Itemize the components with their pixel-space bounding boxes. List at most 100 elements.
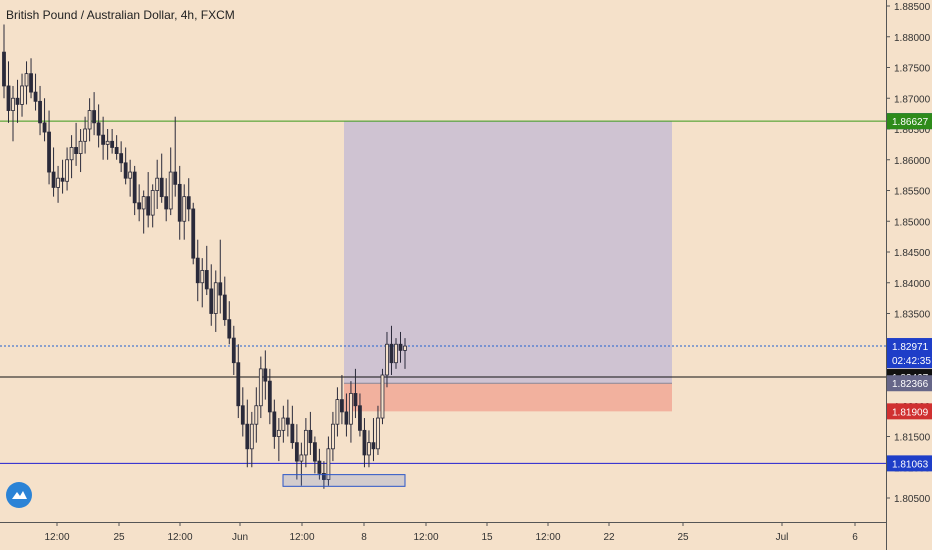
candle-body[interactable] bbox=[398, 343, 403, 351]
candle-body[interactable] bbox=[353, 393, 358, 407]
candle-body[interactable] bbox=[371, 442, 376, 450]
candle-body[interactable] bbox=[42, 122, 47, 133]
candle-body[interactable] bbox=[182, 196, 187, 222]
position-profit-zone[interactable] bbox=[344, 121, 672, 384]
candle-body[interactable] bbox=[218, 282, 223, 296]
candle-body[interactable] bbox=[6, 85, 11, 111]
tradingview-logo-icon[interactable] bbox=[6, 482, 32, 508]
candle-body[interactable] bbox=[299, 454, 304, 462]
candle-body[interactable] bbox=[101, 134, 106, 145]
candle-body[interactable] bbox=[2, 51, 6, 87]
candle-body[interactable] bbox=[177, 183, 182, 222]
candle-body[interactable] bbox=[56, 177, 60, 188]
candle-body[interactable] bbox=[60, 177, 65, 182]
candle-body[interactable] bbox=[123, 162, 128, 179]
price-label-box bbox=[887, 375, 932, 392]
candle-body[interactable] bbox=[281, 417, 286, 431]
position-loss-zone[interactable] bbox=[344, 383, 672, 412]
candle-body[interactable] bbox=[78, 140, 83, 155]
candle-body[interactable] bbox=[254, 405, 259, 425]
candle-body[interactable] bbox=[155, 177, 160, 191]
candle-body[interactable] bbox=[331, 423, 335, 450]
candle-body[interactable] bbox=[74, 147, 78, 154]
candle-body[interactable] bbox=[213, 282, 218, 314]
candle-body[interactable] bbox=[376, 417, 380, 450]
candle-body[interactable] bbox=[362, 429, 367, 456]
candle-body[interactable] bbox=[308, 429, 313, 444]
candle-body[interactable] bbox=[65, 159, 69, 182]
candle-body[interactable] bbox=[290, 423, 295, 444]
x-tick-label: 15 bbox=[481, 532, 493, 543]
candle-body[interactable] bbox=[200, 270, 205, 284]
candle-body[interactable] bbox=[51, 171, 56, 188]
candle-body[interactable] bbox=[114, 147, 119, 154]
candle-body[interactable] bbox=[119, 153, 124, 164]
candle-body[interactable] bbox=[335, 399, 340, 425]
candle-body[interactable] bbox=[141, 196, 146, 210]
candle-body[interactable] bbox=[367, 442, 371, 456]
candle-body[interactable] bbox=[47, 131, 51, 173]
y-tick-label: 1.88500 bbox=[894, 2, 931, 13]
candle-body[interactable] bbox=[231, 337, 236, 364]
candle-body[interactable] bbox=[191, 208, 196, 259]
candle-body[interactable] bbox=[321, 472, 326, 480]
candle-body[interactable] bbox=[29, 73, 33, 93]
candle-body[interactable] bbox=[20, 85, 24, 105]
candle-body[interactable] bbox=[222, 294, 227, 321]
y-tick-label: 1.84500 bbox=[894, 248, 931, 259]
candle-body[interactable] bbox=[227, 319, 232, 339]
candle-body[interactable] bbox=[137, 202, 142, 210]
candle-body[interactable] bbox=[294, 442, 299, 462]
candle-body[interactable] bbox=[92, 110, 97, 124]
candle-body[interactable] bbox=[38, 100, 42, 124]
candle-body[interactable] bbox=[340, 399, 344, 413]
candle-body[interactable] bbox=[15, 97, 20, 105]
candle-body[interactable] bbox=[272, 411, 277, 437]
candle-body[interactable] bbox=[403, 345, 407, 351]
candle-body[interactable] bbox=[263, 368, 268, 382]
candle-body[interactable] bbox=[204, 270, 209, 290]
candle-body[interactable] bbox=[267, 380, 272, 413]
candle-body[interactable] bbox=[326, 448, 331, 480]
candle-body[interactable] bbox=[380, 374, 385, 419]
candle-body[interactable] bbox=[146, 196, 151, 216]
candle-body[interactable] bbox=[389, 343, 394, 364]
candle-body[interactable] bbox=[168, 171, 173, 210]
candle-body[interactable] bbox=[159, 177, 164, 198]
candle-body[interactable] bbox=[349, 393, 353, 425]
candle-body[interactable] bbox=[164, 196, 169, 210]
candle-body[interactable] bbox=[105, 140, 110, 145]
candle-body[interactable] bbox=[385, 343, 389, 376]
candle-body[interactable] bbox=[69, 147, 74, 161]
candle-body[interactable] bbox=[276, 429, 281, 437]
candle-body[interactable] bbox=[83, 128, 88, 142]
candle-body[interactable] bbox=[110, 140, 115, 148]
candle-body[interactable] bbox=[312, 442, 317, 462]
drawing-rectangle[interactable] bbox=[282, 474, 406, 487]
candle-body[interactable] bbox=[303, 429, 308, 456]
candle-body[interactable] bbox=[132, 171, 137, 204]
candle-body[interactable] bbox=[258, 368, 263, 407]
candle-body[interactable] bbox=[285, 417, 290, 425]
candle-body[interactable] bbox=[209, 288, 214, 314]
candle-body[interactable] bbox=[317, 460, 322, 474]
candle-body[interactable] bbox=[236, 362, 241, 407]
candle-body[interactable] bbox=[173, 171, 178, 185]
candle-body[interactable] bbox=[195, 257, 200, 284]
candle-body[interactable] bbox=[96, 122, 101, 136]
candle-body[interactable] bbox=[150, 190, 155, 216]
candle-body[interactable] bbox=[87, 110, 92, 130]
candle-body[interactable] bbox=[358, 405, 362, 431]
candle-body[interactable] bbox=[245, 423, 250, 450]
candle-body[interactable] bbox=[394, 343, 398, 364]
candle-body[interactable] bbox=[249, 423, 254, 450]
candle-body[interactable] bbox=[33, 91, 38, 102]
candle-body[interactable] bbox=[128, 171, 133, 179]
candle-body[interactable] bbox=[186, 196, 191, 210]
candle-body[interactable] bbox=[240, 405, 245, 425]
candle-body[interactable] bbox=[11, 97, 15, 111]
y-tick-label: 1.87000 bbox=[894, 94, 931, 105]
candle-body[interactable] bbox=[24, 73, 29, 87]
candle-body[interactable] bbox=[344, 411, 349, 425]
